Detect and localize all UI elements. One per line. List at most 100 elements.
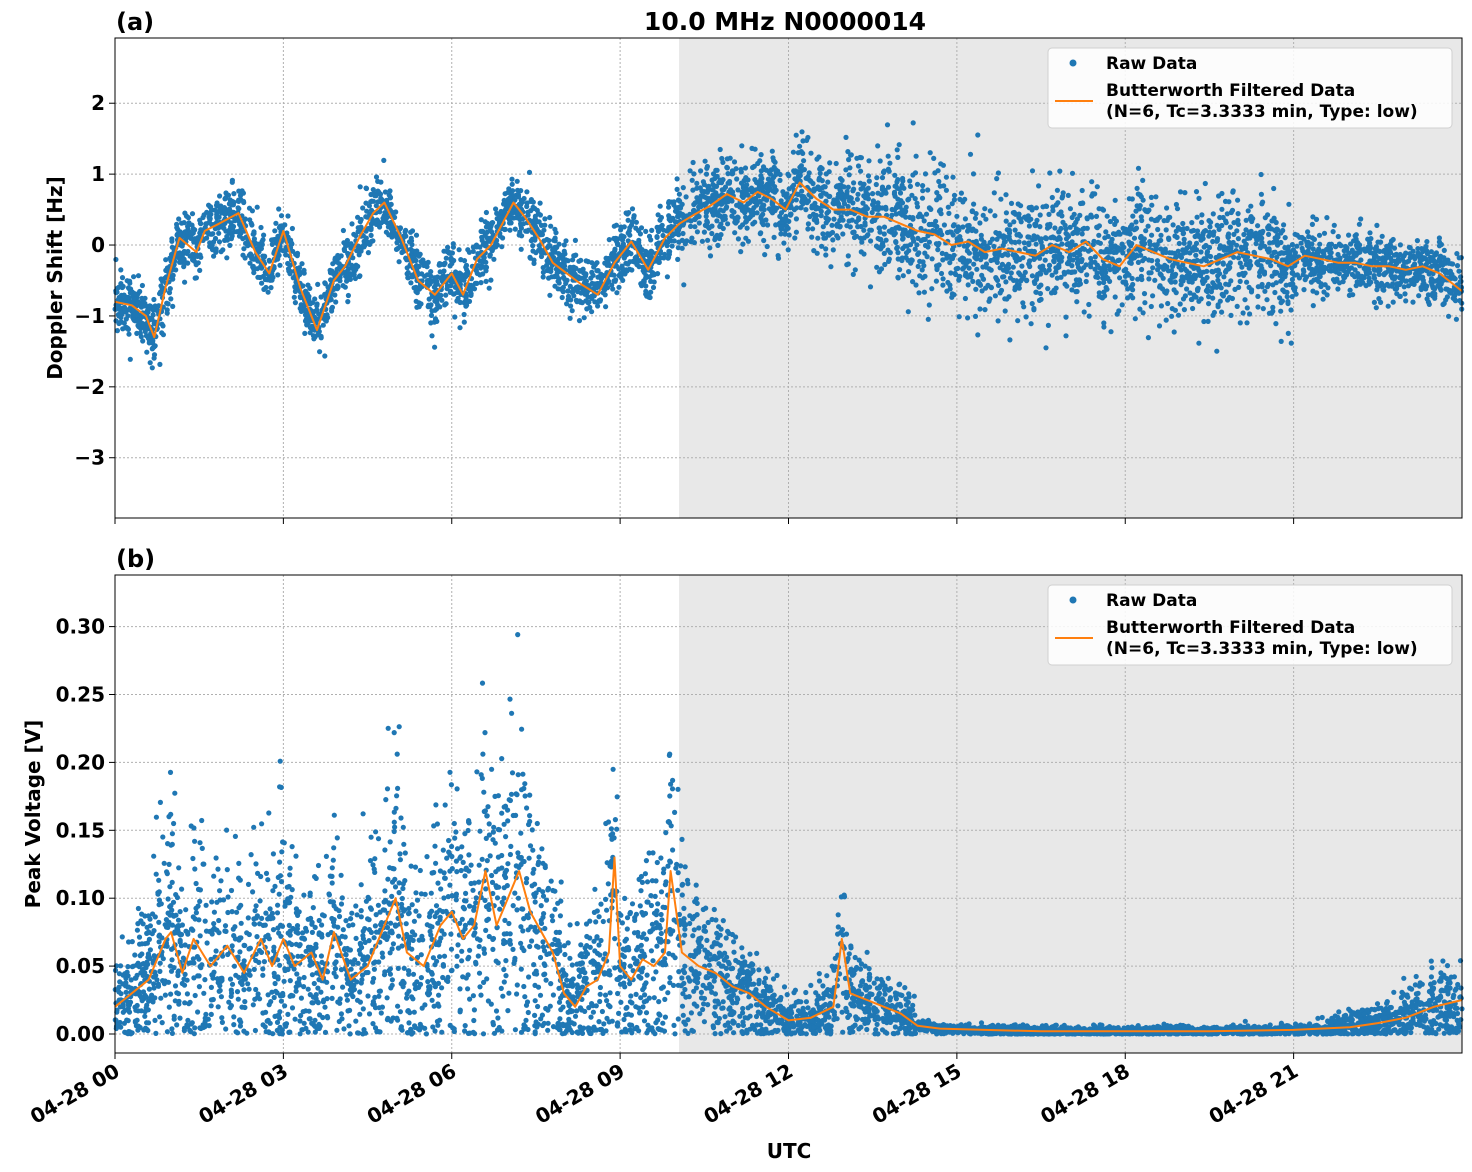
raw-data-point <box>1112 221 1118 227</box>
raw-data-point <box>1180 220 1186 227</box>
raw-data-point <box>141 303 148 309</box>
raw-data-point <box>1196 340 1202 346</box>
raw-data-point <box>1237 260 1243 266</box>
raw-data-point <box>894 244 901 250</box>
raw-data-point <box>740 222 746 228</box>
raw-data-point <box>150 307 156 313</box>
raw-data-point <box>734 176 740 182</box>
raw-data-point <box>879 175 886 181</box>
raw-data-point <box>1043 236 1049 242</box>
raw-data-point <box>1269 273 1275 279</box>
raw-data-point <box>1210 269 1216 275</box>
raw-data-point <box>1414 238 1420 244</box>
raw-data-point <box>1199 212 1205 218</box>
raw-data-point <box>648 248 654 254</box>
raw-data-point <box>836 203 842 209</box>
raw-data-point <box>1193 252 1199 258</box>
raw-data-point <box>785 247 791 253</box>
raw-data-point <box>931 155 937 161</box>
raw-data-point <box>922 250 928 256</box>
raw-data-point <box>872 217 878 223</box>
raw-data-point <box>719 155 725 162</box>
raw-data-point <box>1031 236 1037 242</box>
raw-data-point <box>919 195 926 201</box>
raw-data-point <box>1099 206 1105 212</box>
raw-data-point <box>1216 226 1222 232</box>
raw-data-point <box>1182 190 1188 196</box>
raw-data-point <box>142 329 148 335</box>
raw-data-point <box>850 188 856 194</box>
raw-data-point <box>1269 310 1275 316</box>
raw-data-point <box>1373 305 1379 311</box>
raw-data-point <box>173 267 179 273</box>
raw-data-point <box>781 240 787 246</box>
raw-data-point <box>1127 260 1133 266</box>
raw-data-point <box>920 259 926 265</box>
raw-data-point <box>1111 215 1117 222</box>
raw-data-point <box>844 188 850 195</box>
raw-data-point <box>1390 236 1396 243</box>
raw-data-point <box>137 330 143 336</box>
raw-data-point <box>261 232 267 238</box>
raw-data-point <box>576 318 583 324</box>
raw-data-point <box>1279 257 1285 263</box>
raw-data-point <box>237 227 243 233</box>
raw-data-point <box>751 163 757 169</box>
raw-data-point <box>914 242 920 248</box>
raw-data-point <box>691 171 697 177</box>
raw-data-point <box>356 252 362 258</box>
raw-data-point <box>978 232 984 238</box>
raw-data-point <box>1094 270 1100 276</box>
raw-data-point <box>912 196 918 202</box>
raw-data-point <box>687 168 693 174</box>
raw-data-point <box>933 278 940 284</box>
raw-data-point <box>224 237 230 243</box>
raw-data-point <box>828 264 834 270</box>
raw-data-point <box>798 149 804 155</box>
raw-data-point <box>1013 211 1019 217</box>
raw-data-point <box>676 191 683 197</box>
raw-data-point <box>778 198 784 204</box>
raw-data-point <box>1152 277 1158 283</box>
raw-data-point <box>203 221 209 227</box>
raw-data-point <box>464 267 470 273</box>
raw-data-point <box>1407 251 1413 257</box>
raw-data-point <box>910 172 916 178</box>
raw-data-point <box>945 204 951 210</box>
raw-data-point <box>1067 224 1073 230</box>
raw-data-point <box>1228 312 1234 318</box>
raw-data-point <box>947 286 953 292</box>
raw-data-point <box>1148 270 1154 276</box>
raw-data-point <box>971 261 977 267</box>
raw-data-point <box>292 300 298 306</box>
raw-data-point <box>537 200 543 206</box>
raw-data-point <box>211 253 217 259</box>
raw-data-point <box>1188 228 1195 234</box>
raw-data-point <box>892 172 898 178</box>
raw-data-point <box>951 197 958 203</box>
raw-data-point <box>983 216 989 222</box>
raw-data-point <box>1130 213 1136 219</box>
raw-data-point <box>1271 185 1277 192</box>
raw-data-point <box>206 210 212 217</box>
raw-data-point <box>1246 284 1252 290</box>
raw-data-point <box>851 180 857 186</box>
raw-data-point <box>711 206 717 212</box>
raw-data-point <box>896 142 902 148</box>
raw-data-point <box>428 269 434 275</box>
raw-data-point <box>760 222 766 228</box>
raw-data-point <box>119 275 126 281</box>
raw-data-point <box>1278 338 1284 344</box>
raw-data-point <box>1008 200 1015 206</box>
raw-data-point <box>724 164 730 170</box>
raw-data-point <box>1042 257 1048 263</box>
raw-data-point <box>627 225 633 231</box>
raw-data-point <box>166 290 173 296</box>
raw-data-point <box>703 213 709 219</box>
raw-data-point <box>1241 231 1247 238</box>
raw-data-point <box>1173 201 1179 208</box>
raw-data-point <box>674 186 680 192</box>
raw-data-point <box>1002 308 1008 314</box>
raw-data-point <box>1235 211 1241 217</box>
raw-data-point <box>1020 273 1027 279</box>
